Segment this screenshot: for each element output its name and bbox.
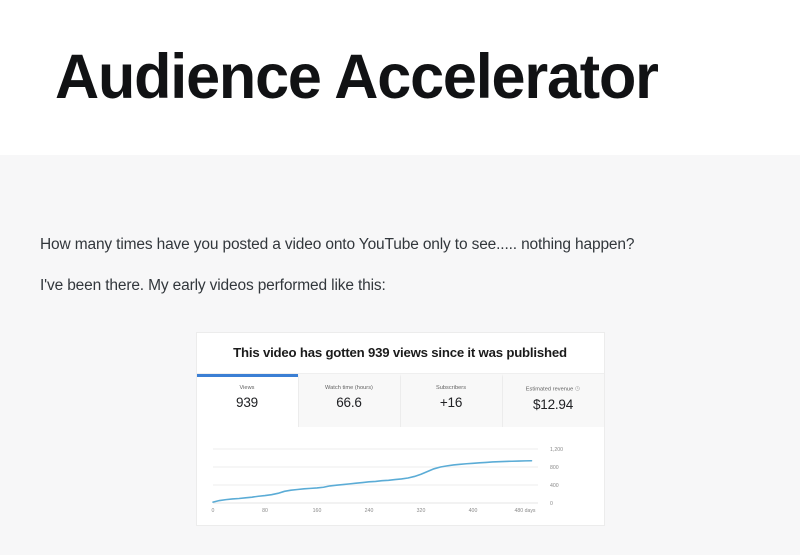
metric-tab-subscribers[interactable]: Subscribers +16 <box>399 373 502 427</box>
metric-value-views: 939 <box>236 395 258 411</box>
views-chart: 0 400 800 1,200 0 80 160 240 320 400 480 days <box>196 426 604 525</box>
metric-tab-views[interactable]: Views 939 <box>196 373 298 427</box>
svg-text:480 days: 480 days <box>514 508 535 514</box>
metric-value-watch-time: 66.6 <box>336 395 362 411</box>
views-chart-svg: 0 400 800 1,200 0 80 160 240 320 400 480 days <box>211 447 563 514</box>
chart-y-ticks: 0 400 800 1,200 <box>550 447 563 507</box>
youtube-analytics-card: This video has gotten 939 views since it… <box>196 332 604 525</box>
metric-value-subscribers: +16 <box>439 395 463 411</box>
metric-label-subscribers: Subscribers <box>435 384 467 391</box>
chart-gridlines <box>212 448 538 503</box>
metric-tab-watch-time[interactable]: Watch time (hours) 66.6 <box>297 373 400 427</box>
svg-text:320: 320 <box>416 508 425 514</box>
svg-text:800: 800 <box>550 465 559 471</box>
metric-label-watch-time: Watch time (hours) <box>325 384 373 391</box>
chart-x-ticks: 0 80 160 240 320 400 480 days <box>211 508 535 514</box>
metric-tabs: Views 939 Watch time (hours) 66.6 Subscr… <box>196 372 604 427</box>
analytics-card-wrapper: This video has gotten 939 views since it… <box>40 332 760 525</box>
svg-text:0: 0 <box>550 501 553 507</box>
metric-label-estimated-revenue-text: Estimated revenue <box>525 386 574 392</box>
metric-tab-estimated-revenue[interactable]: Estimated revenue $12.94 <box>501 373 604 427</box>
svg-text:400: 400 <box>550 483 559 489</box>
analytics-card-title: This video has gotten 939 views since it… <box>233 344 567 360</box>
svg-text:400: 400 <box>468 508 477 514</box>
site-header: Audience Accelerator <box>0 0 800 155</box>
views-series-line <box>211 459 532 503</box>
page-title: Audience Accelerator <box>55 42 659 112</box>
metric-value-estimated-revenue: $12.94 <box>532 397 574 413</box>
metric-label-estimated-revenue: Estimated revenue <box>507 385 600 394</box>
svg-text:0: 0 <box>211 508 214 514</box>
intro-paragraph-2: I've been there. My early videos perform… <box>40 277 386 295</box>
svg-text:160: 160 <box>312 508 321 514</box>
main-content: How many times have you posted a video o… <box>0 155 800 525</box>
intro-paragraph-1: How many times have you posted a video o… <box>40 236 635 253</box>
svg-text:80: 80 <box>262 508 268 514</box>
metric-label-views: Views <box>239 384 255 391</box>
info-clock-icon[interactable] <box>575 385 581 394</box>
svg-text:240: 240 <box>364 508 373 514</box>
svg-text:1,200: 1,200 <box>550 447 563 453</box>
